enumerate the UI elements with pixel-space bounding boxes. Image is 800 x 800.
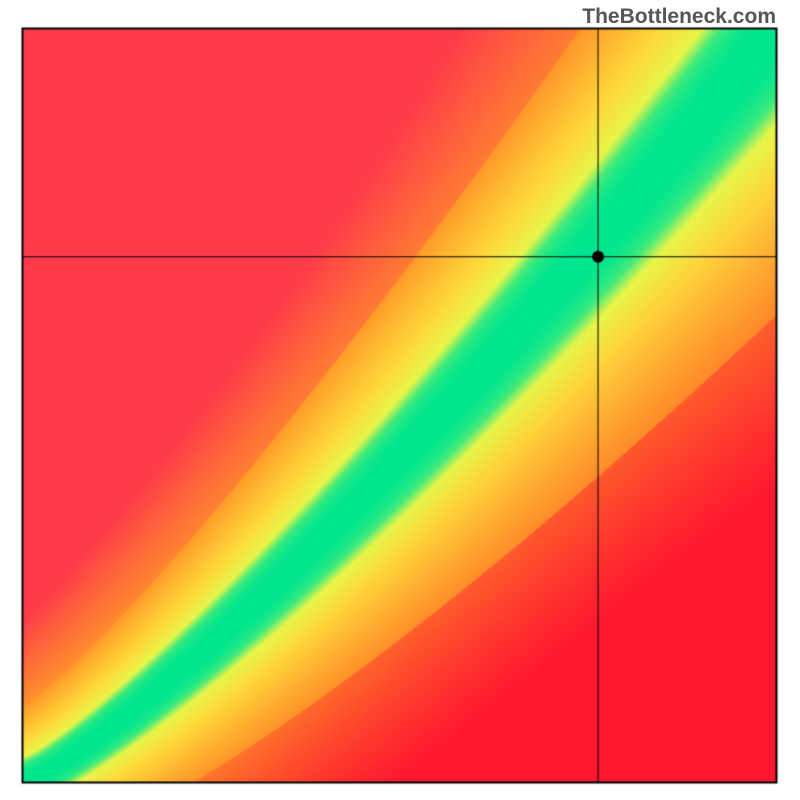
chart-container: TheBottleneck.com bbox=[0, 0, 800, 800]
bottleneck-heatmap bbox=[0, 0, 800, 800]
attribution-text: TheBottleneck.com bbox=[582, 5, 776, 29]
